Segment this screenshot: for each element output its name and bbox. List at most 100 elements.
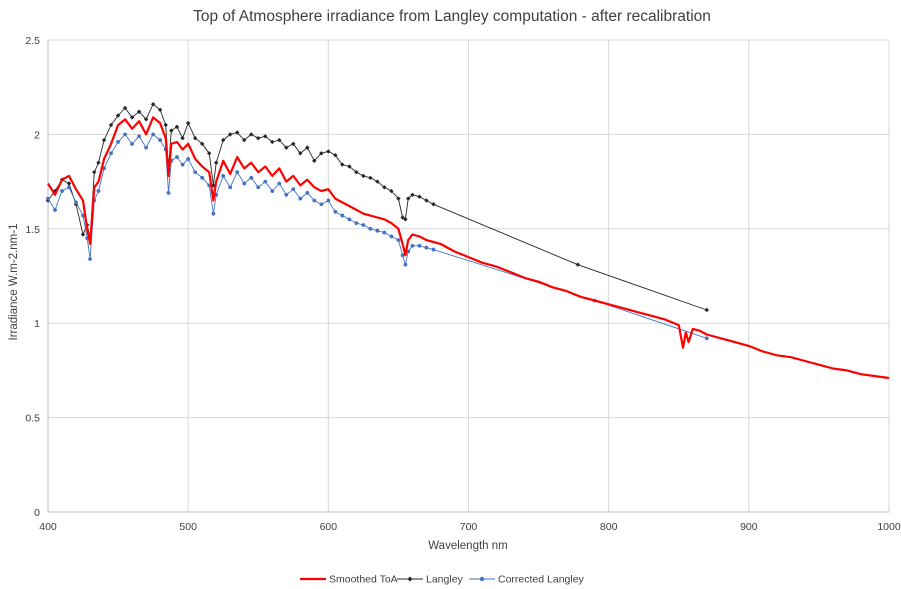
data-point (129, 115, 135, 120)
data-point (96, 160, 101, 165)
data-point (80, 232, 86, 237)
data-point (298, 151, 303, 156)
data-point (319, 151, 324, 156)
data-point (108, 122, 114, 128)
data-point (319, 202, 324, 207)
x-axis-title: Wavelength nm (428, 540, 507, 552)
data-point (60, 189, 64, 193)
x-tick-label: 400 (39, 521, 57, 533)
data-point (389, 234, 394, 239)
data-point (312, 198, 317, 203)
data-point (277, 181, 282, 186)
data-point (406, 196, 411, 201)
data-point (403, 262, 408, 267)
series-line-smoothed-toa (47, 116, 890, 380)
data-point (291, 187, 296, 192)
data-point (163, 122, 168, 128)
legend-label: Corrected Langley (498, 574, 585, 586)
data-point (199, 141, 205, 147)
chart-title: Top of Atmosphere irradiance from Langle… (193, 8, 711, 25)
data-point (368, 226, 373, 231)
data-point (96, 189, 101, 193)
data-point (144, 145, 149, 150)
data-point (424, 245, 429, 250)
data-point (305, 145, 310, 150)
data-point (410, 192, 415, 198)
data-point (137, 134, 142, 139)
x-tick-label: 500 (179, 521, 197, 533)
data-point (115, 113, 121, 118)
data-point (354, 221, 359, 226)
data-point (249, 132, 254, 137)
data-point (270, 189, 275, 193)
series-group (45, 101, 890, 380)
legend-label: Langley (426, 574, 464, 586)
data-point (166, 191, 171, 195)
data-point (333, 152, 338, 158)
data-point (249, 175, 254, 180)
data-point (242, 181, 247, 186)
x-tick-label: 900 (740, 521, 758, 533)
y-axis-title: Irradiance W.m-2.nm-1 (8, 224, 20, 341)
y-tick-label: 0 (34, 507, 40, 519)
data-point (180, 135, 185, 141)
y-tick-label: 1 (34, 318, 40, 330)
data-point (116, 140, 120, 144)
data-point (46, 196, 50, 201)
grid (48, 39, 890, 512)
data-point (211, 211, 216, 216)
data-point (101, 137, 107, 143)
legend: Smoothed ToA Langley Corrected Langley (300, 574, 585, 586)
y-tick-labels: 0 0.5 1 1.5 2 2.5 (25, 35, 40, 519)
data-point (340, 162, 345, 167)
data-point (305, 191, 310, 195)
data-point (361, 173, 366, 179)
data-point (326, 149, 331, 154)
data-point (200, 175, 205, 180)
data-point (130, 141, 135, 146)
data-point (575, 262, 581, 267)
data-point (214, 160, 219, 165)
data-point (270, 139, 275, 145)
x-tick-labels: 400 500 600 700 800 900 1000 (39, 521, 901, 533)
data-point (175, 155, 179, 159)
data-point (284, 192, 289, 197)
data-point (389, 188, 394, 194)
data-point (150, 101, 156, 107)
legend-marker (479, 576, 485, 582)
x-tick-label: 800 (600, 521, 618, 533)
data-point (66, 181, 72, 186)
data-point (417, 243, 422, 248)
y-tick-label: 0.5 (25, 413, 40, 425)
data-point (340, 213, 345, 218)
data-point (136, 109, 142, 114)
legend-label: Smoothed ToA (329, 574, 398, 586)
data-point (291, 141, 296, 147)
y-tick-label: 2.5 (25, 35, 40, 47)
legend-marker (407, 576, 413, 582)
data-point (396, 238, 401, 243)
x-tick-label: 600 (320, 521, 338, 533)
data-point (400, 215, 405, 220)
data-point (284, 145, 289, 150)
data-point (375, 228, 380, 233)
data-point (354, 169, 359, 175)
y-tick-label: 1.5 (25, 224, 40, 236)
data-point (74, 200, 78, 205)
data-point (382, 230, 387, 235)
data-point (180, 162, 185, 167)
data-point (396, 196, 401, 201)
data-point (123, 132, 127, 137)
data-point (67, 185, 71, 190)
data-point (347, 217, 352, 222)
x-tick-label: 700 (460, 521, 478, 533)
data-point (431, 202, 436, 207)
data-point (174, 124, 180, 130)
x-tick-label: 1000 (877, 521, 901, 533)
data-point (235, 170, 240, 175)
data-point (186, 157, 191, 161)
data-point (92, 169, 97, 175)
data-point (109, 151, 113, 156)
data-point (368, 175, 373, 181)
data-point (169, 128, 174, 133)
